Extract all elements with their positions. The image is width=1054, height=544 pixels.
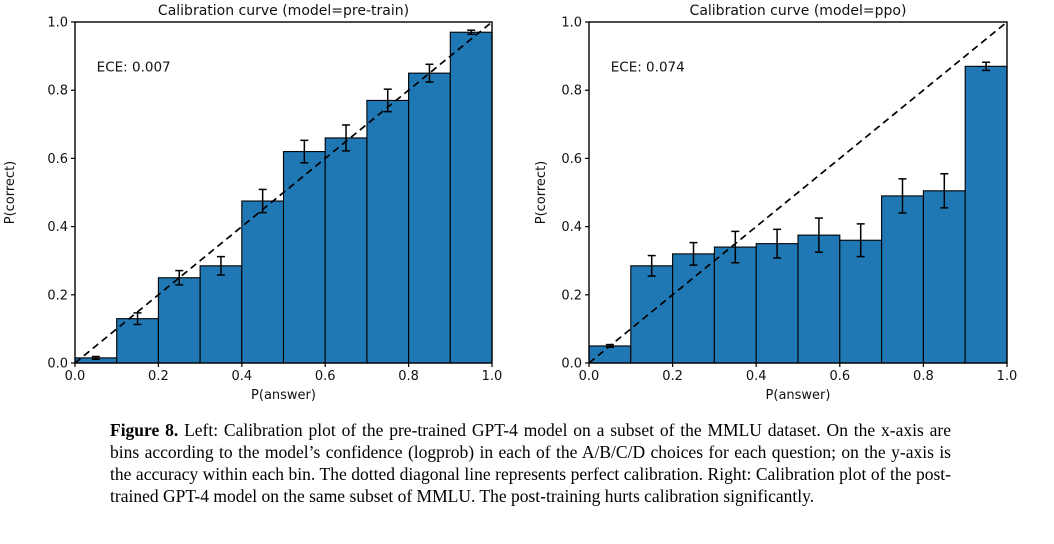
ece-annotation: ECE: 0.007: [97, 59, 171, 75]
figure-caption-text: Left: Calibration plot of the pre-traine…: [110, 420, 951, 506]
histogram-bar: [116, 318, 159, 364]
histogram-bar: [713, 246, 757, 364]
histogram-bar: [839, 239, 883, 364]
y-tick-label: 0.0: [47, 357, 68, 372]
histogram-bar: [449, 31, 493, 364]
plot-frame: [74, 21, 493, 364]
perfect-calibration-line: [74, 21, 493, 364]
histogram-bar: [282, 151, 326, 364]
histogram-bar: [964, 65, 1008, 364]
perfect-calibration-line: [588, 21, 1008, 364]
figure-caption-label: Figure 8.: [110, 420, 179, 440]
histogram-bar: [588, 345, 632, 364]
histogram-bar: [672, 253, 715, 364]
histogram-bar: [922, 190, 966, 364]
x-tick-label: 0.4: [746, 369, 767, 384]
x-tick-label: 0.2: [148, 369, 169, 384]
y-tick-label: 0.6: [561, 152, 582, 167]
x-tick-label: 0.6: [315, 369, 336, 384]
y-axis-label: P(correct): [534, 161, 549, 225]
histogram-bar: [199, 265, 243, 364]
x-tick-label: 0.8: [913, 369, 934, 384]
y-tick-label: 0.2: [47, 288, 68, 303]
x-tick-label: 0.0: [65, 369, 86, 384]
x-tick-label: 0.0: [579, 369, 600, 384]
x-tick-label: 1.0: [997, 369, 1018, 384]
y-tick-label: 0.4: [561, 220, 582, 235]
x-tick-label: 0.8: [398, 369, 419, 384]
histogram-bar: [241, 200, 285, 364]
x-tick-label: 0.2: [662, 369, 683, 384]
y-tick-label: 0.2: [561, 288, 582, 303]
histogram-bar: [755, 243, 799, 364]
chart-title: Calibration curve (model=pre-train): [158, 3, 409, 19]
y-tick-label: 1.0: [47, 16, 68, 31]
y-tick-label: 0.0: [561, 357, 582, 372]
histogram-bar: [797, 234, 841, 364]
y-tick-label: 0.8: [561, 84, 582, 99]
plot-frame: [588, 21, 1008, 364]
chart-title: Calibration curve (model=ppo): [690, 3, 907, 19]
y-tick-label: 1.0: [561, 16, 582, 31]
histogram-bar: [630, 265, 674, 364]
ece-annotation: ECE: 0.074: [611, 59, 685, 75]
y-tick-label: 0.6: [47, 152, 68, 167]
x-tick-label: 0.4: [231, 369, 252, 384]
calibration-chart-pretrain: 0.0 0.2 0.4 0.6 0.8 1.0 0.0 0.2 0.4 0.6 0.8 1.0 Cali…: [3, 3, 503, 403]
y-axis-label: P(correct): [3, 161, 18, 225]
figure-caption: Figure 8. Left: Calibration plot of the …: [110, 419, 951, 507]
histogram-bar: [881, 195, 924, 364]
histogram-bar: [408, 72, 451, 364]
y-tick-label: 0.8: [47, 84, 68, 99]
x-tick-label: 1.0: [482, 369, 503, 384]
calibration-chart-ppo: 0.0 0.2 0.4 0.6 0.8 1.0 0.0 0.2 0.4 0.6 0.8 1.0 Cali…: [534, 3, 1018, 403]
histogram-bar: [366, 99, 410, 364]
histogram-bar: [324, 137, 368, 364]
x-tick-label: 0.6: [829, 369, 850, 384]
x-axis-label: P(answer): [766, 388, 831, 403]
x-axis-label: P(answer): [251, 388, 316, 403]
y-tick-label: 0.4: [47, 220, 68, 235]
